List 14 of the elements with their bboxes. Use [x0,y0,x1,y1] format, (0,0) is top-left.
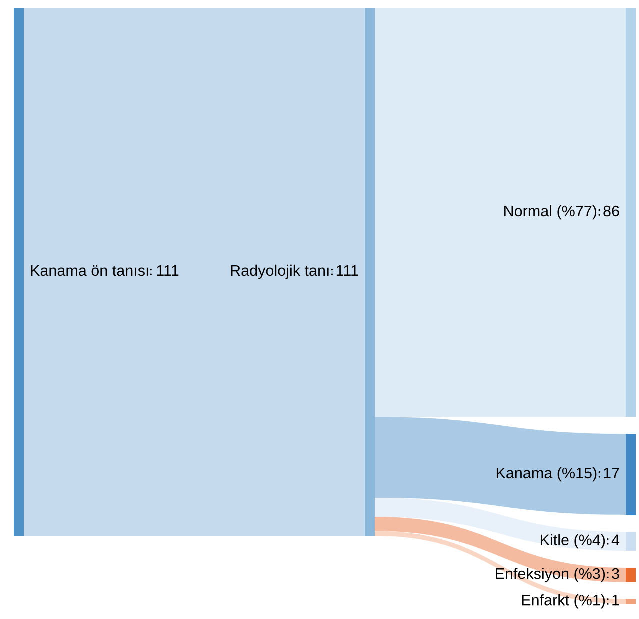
category-label: Kanama ön tanısı [31,265,148,276]
category-label: Enfarkt (%1) [522,594,606,609]
data-label: 86 [604,206,620,217]
category-label: Enfeksiyon (%3) [496,568,606,582]
data-label: 3 [612,568,620,580]
data-label: 111 [157,265,179,276]
category-label: Kitle (%4) [541,534,606,549]
data-label: 111 [336,265,358,276]
category-label: Normal (%77) [504,205,597,220]
data-label: 1 [612,595,620,606]
category-label: Radyolojik tanı [231,264,329,280]
data-label: 17 [604,468,620,478]
category-label: Kanama (%15) [496,467,597,482]
data-label: 4 [612,534,620,546]
